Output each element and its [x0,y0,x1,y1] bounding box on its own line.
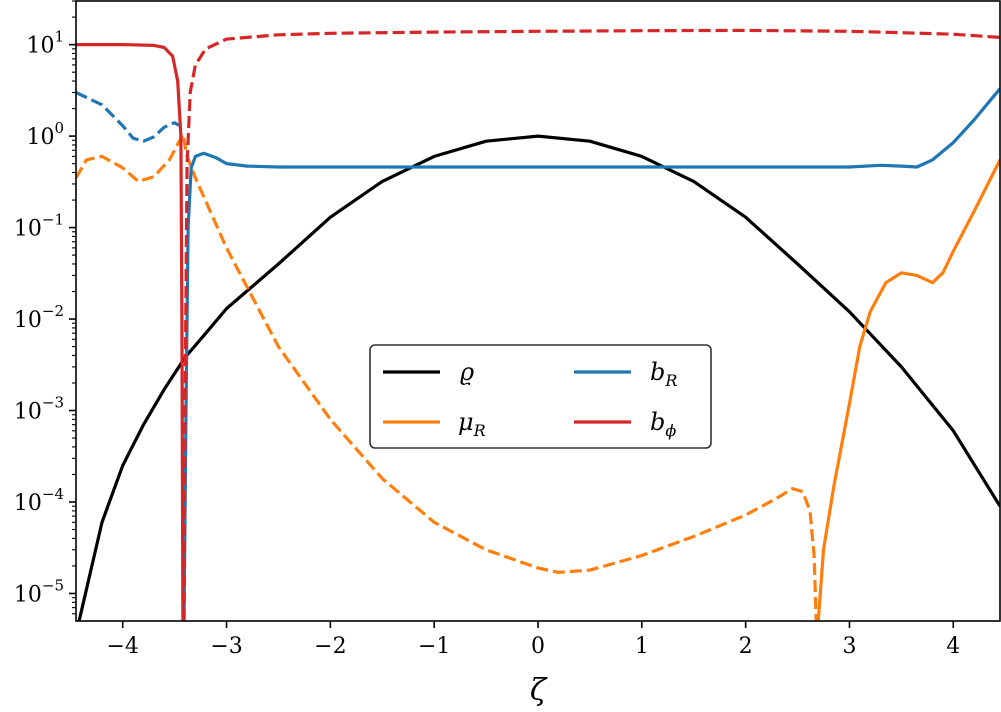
x-tick-label: 2 [739,634,753,659]
legend-label-b-r-main: b [650,358,665,386]
y-tick-label: 10−3 [14,394,64,425]
series-b-r-line-1 [76,91,181,143]
legend-label-b-r: bR [650,358,677,390]
x-tick-label: −4 [107,634,139,659]
y-tick-label: 10−1 [14,211,64,242]
series-b-phi-line-2 [182,28,1000,621]
x-tick-label: −1 [418,634,450,659]
legend-label-rho-main: ϱ [460,358,474,386]
series-rho [77,134,1000,621]
legend-label-b-phi: bϕ [650,408,676,440]
y-tick-label: 10−4 [14,485,64,516]
y-tick-label: 100 [26,119,64,150]
y-tick-label: 10−2 [14,302,64,333]
series-layer [76,28,1000,621]
x-tick-label: 1 [635,634,649,659]
y-tick-label: 10−5 [14,576,64,607]
series-mu-r-line-2 [816,159,1000,621]
ticks-layer: −4 −3 −2 −1 0 1 2 3 4 101 100 10−1 10−2 10−3 10−4 10−5 [14,0,960,659]
legend-label-mu-r-main: μ [458,408,474,436]
x-tick-label: −2 [314,634,346,659]
series-b-phi [76,28,1000,621]
x-tick-label: −3 [210,634,242,659]
x-axis-label: ζ [530,673,548,708]
series-mu-r [76,132,1000,621]
series-b-r-line-2 [182,87,1000,621]
legend-label-mu-r: μR [458,408,486,440]
plot-frame [75,0,1001,622]
legend-label-b-phi-main: b [650,408,665,436]
legend-label-mu-r-sub: R [473,421,486,440]
series-rho-line-1 [77,134,1000,621]
series-b-r [76,87,1000,621]
legend: ϱ μR bR bϕ [369,344,712,449]
legend-label-b-phi-sub: ϕ [665,421,676,440]
legend-label-b-r-sub: R [664,371,677,390]
series-b-phi-line-1 [76,43,185,621]
y-tick-label: 101 [26,28,64,59]
legend-label-rho: ϱ [460,358,474,386]
series-mu-r-line-1 [76,132,818,621]
x-tick-label: 4 [946,634,960,659]
x-tick-label: 0 [531,634,545,659]
x-tick-label: 3 [842,634,856,659]
